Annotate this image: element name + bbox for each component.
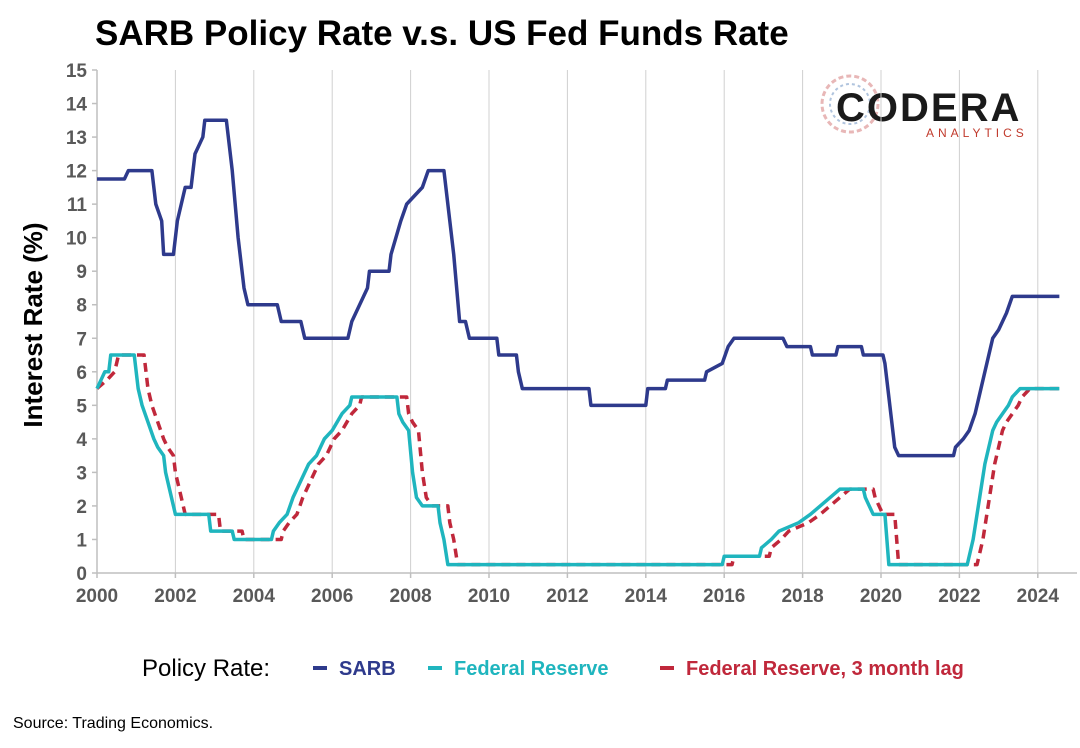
series-line-sarb bbox=[97, 118, 1060, 458]
logo-ring-outer bbox=[820, 74, 880, 134]
x-tick-label: 2014 bbox=[625, 586, 668, 607]
y-tick-label: 6 bbox=[76, 363, 87, 384]
x-tick-label: 2010 bbox=[468, 586, 510, 607]
x-tick-label: 2020 bbox=[860, 586, 902, 607]
x-tick-label: 2012 bbox=[546, 586, 588, 607]
chart-title: SARB Policy Rate v.s. US Fed Funds Rate bbox=[95, 14, 789, 53]
y-tick-label: 0 bbox=[76, 564, 87, 585]
legend-prefix: Policy Rate: bbox=[142, 655, 270, 682]
logo-wordmark: CODERA bbox=[836, 86, 1021, 130]
x-tick-label: 2016 bbox=[703, 586, 745, 607]
y-tick-label: 3 bbox=[76, 463, 87, 484]
y-axis-label: Interest Rate (%) bbox=[18, 222, 48, 427]
logo-subtext: ANALYTICS bbox=[926, 126, 1028, 140]
y-tick-label: 10 bbox=[66, 229, 87, 250]
y-tick-label: 11 bbox=[67, 195, 88, 216]
x-tick-label: 2024 bbox=[1017, 586, 1060, 607]
legend-label: Federal Reserve, 3 month lag bbox=[686, 658, 964, 680]
y-tick-label: 1 bbox=[76, 530, 87, 551]
y-tick-label: 12 bbox=[66, 162, 87, 183]
x-tick-label: 2002 bbox=[154, 586, 196, 607]
logo-ring-inner bbox=[829, 83, 871, 125]
series-lines bbox=[95, 118, 1060, 567]
y-tick-label: 7 bbox=[76, 329, 87, 350]
x-tick-label: 2006 bbox=[311, 586, 353, 607]
x-tick-label: 2018 bbox=[781, 586, 823, 607]
axes bbox=[96, 70, 1077, 574]
x-tick-label: 2004 bbox=[233, 586, 276, 607]
codera-logo: CODERA ANALYTICS bbox=[820, 74, 1028, 140]
x-tick-label: 2008 bbox=[389, 586, 431, 607]
series-line-federal-reserve bbox=[95, 353, 1060, 567]
source-note: Source: Trading Economics. bbox=[13, 715, 213, 732]
x-tick-label: 2000 bbox=[76, 586, 118, 607]
vertical-gridlines bbox=[174, 70, 1039, 573]
x-tick-label: 2022 bbox=[938, 586, 980, 607]
y-tick-label: 15 bbox=[66, 61, 88, 82]
y-tick-label: 9 bbox=[76, 262, 87, 283]
y-tick-label: 8 bbox=[76, 296, 87, 317]
legend-label: Federal Reserve bbox=[454, 658, 609, 680]
y-tick-label: 14 bbox=[66, 95, 88, 116]
y-tick-label: 5 bbox=[76, 396, 87, 417]
x-axis-ticks: 2000 2002 2004 2006 2008 2010 2012 2014 2016 2018… bbox=[76, 573, 1060, 607]
y-tick-label: 4 bbox=[76, 430, 87, 451]
y-tick-label: 2 bbox=[76, 497, 87, 518]
legend: Policy Rate: SARB Federal Reserve Federal … bbox=[142, 655, 964, 682]
y-tick-label: 13 bbox=[66, 128, 87, 149]
legend-label: SARB bbox=[339, 658, 396, 680]
series-line-federal-reserve-3-month-lag bbox=[95, 353, 1060, 567]
